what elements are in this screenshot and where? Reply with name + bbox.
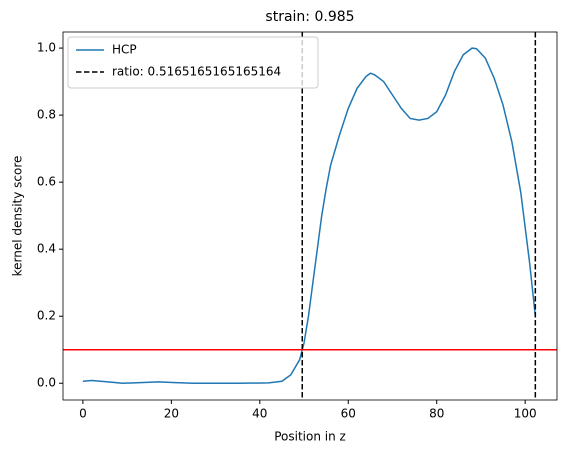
legend-label: ratio: 0.5165165165165164 bbox=[112, 65, 281, 79]
x-tick-label: 80 bbox=[429, 407, 444, 421]
x-tick-label: 20 bbox=[164, 407, 179, 421]
y-tick-label: 1.0 bbox=[37, 41, 56, 55]
y-axis-label: kernel density score bbox=[11, 156, 25, 277]
chart-title: strain: 0.985 bbox=[265, 9, 354, 25]
axes-frame bbox=[62, 31, 558, 401]
x-tick-label: 100 bbox=[514, 407, 537, 421]
x-tick-label: 40 bbox=[252, 407, 267, 421]
y-tick-label: 0.6 bbox=[37, 175, 56, 189]
data-line bbox=[82, 47, 537, 384]
x-tick-label: 0 bbox=[79, 407, 87, 421]
y-tick-label: 0.0 bbox=[37, 376, 56, 390]
x-tick-label: 60 bbox=[341, 407, 356, 421]
legend-label: HCP bbox=[112, 43, 137, 57]
y-tick-label: 0.8 bbox=[37, 108, 56, 122]
y-tick-label: 0.2 bbox=[37, 309, 56, 323]
legend-box bbox=[67, 36, 319, 89]
y-tick-label: 0.4 bbox=[37, 242, 56, 256]
x-axis-label: Position in z bbox=[274, 430, 346, 444]
